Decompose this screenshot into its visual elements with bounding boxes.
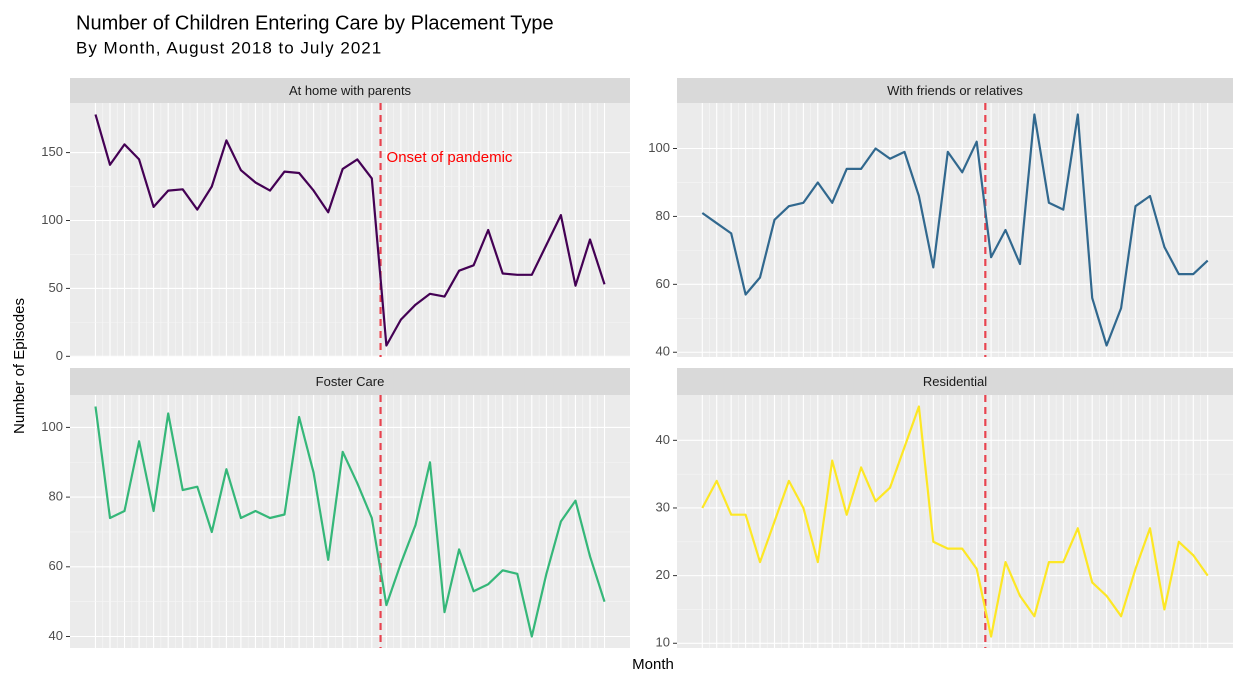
x-axis-label: Month bbox=[632, 656, 674, 673]
strip bbox=[70, 78, 630, 103]
data-line bbox=[701, 113, 1209, 347]
data-line bbox=[701, 405, 1209, 638]
data-line bbox=[94, 406, 606, 638]
strip bbox=[70, 368, 630, 395]
y-tick-label: 50 bbox=[49, 280, 63, 295]
annotation: Onset of pandemic bbox=[387, 149, 513, 166]
y-tick-label: 0 bbox=[56, 348, 63, 363]
strip-label: Foster Care bbox=[316, 374, 385, 389]
y-tick-label: 80 bbox=[49, 489, 63, 504]
strip-label: Residential bbox=[923, 374, 987, 389]
chart-title: Number of Children Entering Care by Plac… bbox=[76, 12, 554, 34]
panel: With friends or relatives 40 60 80 100 bbox=[648, 78, 1233, 359]
y-axis-label: Number of Episodes bbox=[11, 298, 28, 434]
y-tick-label: 60 bbox=[49, 558, 63, 573]
y-tick-label: 80 bbox=[656, 208, 670, 223]
data-line bbox=[94, 114, 606, 347]
y-tick-label: 100 bbox=[41, 212, 63, 227]
strip-label: At home with parents bbox=[289, 83, 412, 98]
y-tick-label: 100 bbox=[648, 140, 670, 155]
strip bbox=[677, 78, 1233, 103]
y-tick-label: 20 bbox=[656, 567, 670, 582]
strip-label: With friends or relatives bbox=[887, 83, 1023, 98]
y-tick-label: 40 bbox=[656, 432, 670, 447]
chart-subtitle: By Month, August 2018 to July 2021 bbox=[76, 38, 382, 57]
y-tick-label: 10 bbox=[656, 635, 670, 650]
panel: Residential 10 20 30 40 bbox=[656, 368, 1233, 650]
y-tick-label: 30 bbox=[656, 499, 670, 514]
y-tick-label: 40 bbox=[49, 628, 63, 643]
panel: At home with parents 0 50 100 150 Onset of pa… bbox=[41, 78, 630, 363]
y-tick-label: 60 bbox=[656, 276, 670, 291]
y-tick-label: 40 bbox=[656, 344, 670, 359]
strip bbox=[677, 368, 1233, 395]
y-tick-label: 100 bbox=[41, 419, 63, 434]
y-tick-label: 150 bbox=[41, 144, 63, 159]
panel: Foster Care 40 60 80 100 bbox=[41, 368, 630, 648]
